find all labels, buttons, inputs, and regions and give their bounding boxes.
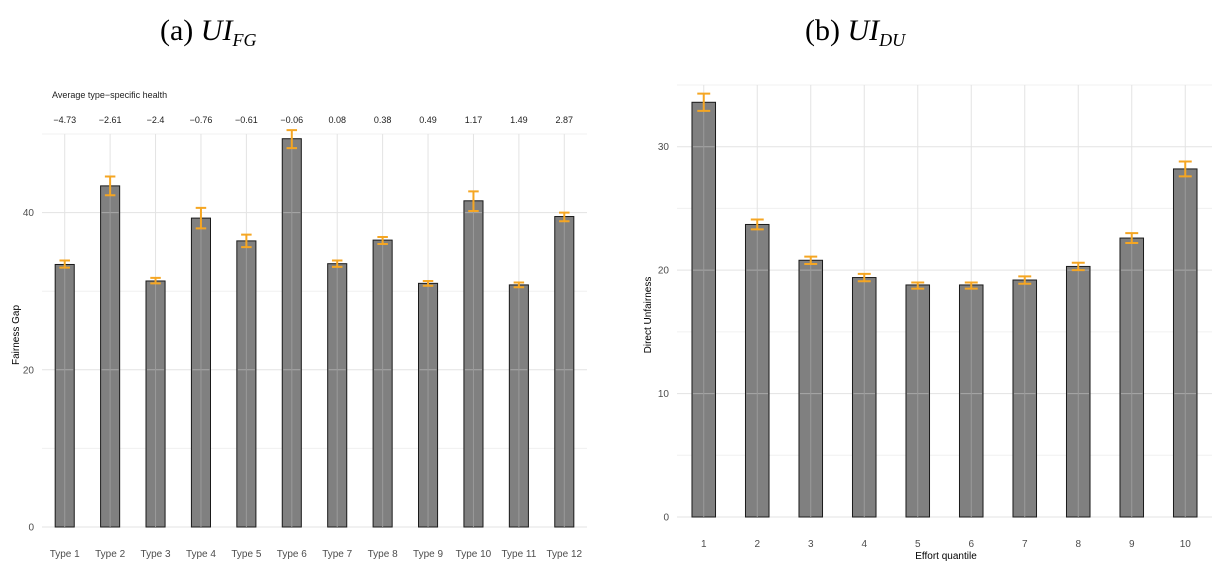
health-annotation: 1.17 — [465, 115, 483, 125]
error-bar — [964, 281, 978, 290]
error-bar — [1071, 261, 1085, 272]
x-tick-label: Type 9 — [413, 549, 443, 560]
x-tick-label: 1 — [701, 539, 707, 550]
error-bar — [241, 233, 252, 249]
x-tick-label: 5 — [915, 539, 921, 550]
error-bar — [857, 272, 871, 283]
error-bar — [195, 206, 207, 230]
x-tick-label: 6 — [968, 539, 974, 550]
svg-text:(b) UIDU: (b) UIDU — [805, 14, 906, 50]
y-tick-label: 0 — [28, 523, 34, 534]
error-bar — [104, 175, 116, 197]
error-bar — [59, 259, 70, 269]
error-bar — [750, 218, 764, 231]
health-annotation: 2.87 — [556, 115, 574, 125]
x-tick-label: Type 11 — [501, 549, 536, 560]
x-tick-label: Type 10 — [456, 549, 492, 560]
x-tick-label: Type 1 — [50, 549, 80, 560]
svg-text:(a) UIFG: (a) UIFG — [160, 14, 256, 50]
x-tick-label: 10 — [1180, 539, 1192, 550]
x-tick-label: Type 5 — [231, 549, 261, 560]
health-annotation: 0.49 — [419, 115, 437, 125]
y-tick-label: 20 — [658, 266, 670, 277]
error-bar — [911, 281, 925, 290]
panel-a-title: (a) UIFG — [160, 14, 256, 50]
y-tick-label: 20 — [23, 365, 35, 376]
x-tick-label: Type 12 — [546, 549, 582, 560]
chart-fairness-gap: 0 20 40 Type 1 Type 2 Type 3 Type 4 Type 5 Type… — [11, 90, 587, 560]
error-bar — [286, 129, 298, 150]
x-tick-label: 4 — [861, 539, 867, 550]
health-annotation: −2.4 — [147, 115, 165, 125]
health-annotation: 0.38 — [374, 115, 392, 125]
x-tick-label: 9 — [1129, 539, 1135, 550]
error-bar — [1018, 275, 1032, 285]
health-annotation: −0.76 — [190, 115, 213, 125]
chart-a-annotation-header: Average type−specific health — [52, 90, 167, 100]
chart-b-ylabel: Direct Unfairness — [643, 277, 654, 354]
y-tick-label: 10 — [658, 389, 670, 400]
health-annotation: 0.08 — [328, 115, 346, 125]
error-bar — [331, 259, 343, 268]
x-tick-label: Type 2 — [95, 549, 125, 560]
error-bar — [1178, 160, 1192, 178]
x-tick-label: 3 — [808, 539, 814, 550]
health-annotation: 1.49 — [510, 115, 528, 125]
health-annotation: −4.73 — [53, 115, 76, 125]
health-annotation: −2.61 — [99, 115, 122, 125]
health-annotation: −0.61 — [235, 115, 258, 125]
x-tick-label: Type 7 — [322, 549, 352, 560]
x-tick-label: 7 — [1022, 539, 1028, 550]
x-tick-label: 2 — [754, 539, 760, 550]
error-bar — [559, 211, 570, 223]
y-tick-label: 40 — [23, 208, 35, 219]
chart-b-xlabel: Effort quantile — [915, 551, 977, 562]
y-tick-label: 30 — [658, 142, 670, 153]
panel-b-title: (b) UIDU — [805, 14, 906, 50]
x-tick-label: Type 4 — [186, 549, 216, 560]
error-bar — [377, 235, 388, 246]
health-annotation: −0.06 — [280, 115, 303, 125]
x-tick-label: Type 3 — [141, 549, 171, 560]
error-bar — [422, 279, 434, 287]
error-bar — [1125, 232, 1139, 244]
error-bar — [150, 276, 161, 285]
error-bar — [513, 281, 525, 289]
chart-direct-unfairness: 0 10 20 30 1 2 3 4 5 6 7 8 9 10 Direct Unfairness Ef… — [643, 84, 1212, 562]
y-tick-label: 0 — [663, 513, 669, 524]
error-bar — [697, 92, 711, 112]
x-tick-label: Type 6 — [277, 549, 307, 560]
x-tick-label: Type 8 — [368, 549, 398, 560]
chart-a-ylabel: Fairness Gap — [11, 305, 22, 365]
error-bar — [468, 190, 479, 213]
error-bar — [804, 255, 818, 265]
x-tick-label: 8 — [1075, 539, 1081, 550]
